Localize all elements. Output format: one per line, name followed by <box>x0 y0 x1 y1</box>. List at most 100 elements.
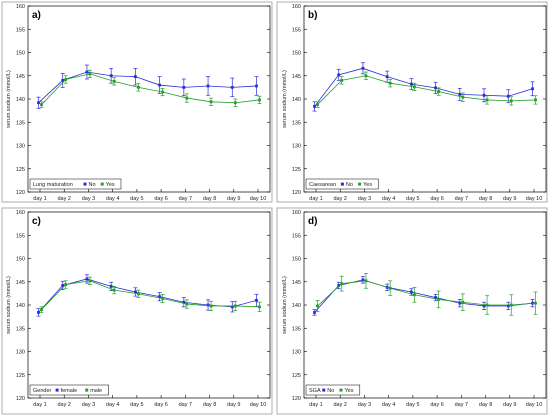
data-point <box>340 79 344 82</box>
x-tick-label: day 9 <box>503 196 516 202</box>
data-point <box>388 286 392 290</box>
legend-marker <box>83 182 87 186</box>
data-point <box>409 290 413 294</box>
data-point <box>316 103 319 106</box>
y-tick-label: 140 <box>292 97 301 103</box>
x-tick-label: day 3 <box>358 196 371 202</box>
data-point <box>85 277 89 281</box>
data-point <box>209 100 213 104</box>
data-point <box>534 301 537 305</box>
data-point <box>64 78 68 81</box>
legend-marker <box>340 182 344 186</box>
x-tick-label: day 7 <box>455 402 468 408</box>
x-tick-label: day 2 <box>57 196 70 202</box>
legend-entry: male <box>90 388 102 394</box>
x-tick-label: day 1 <box>309 402 322 408</box>
plot-area <box>303 5 547 193</box>
legend-entry: female <box>61 388 78 394</box>
legend-box <box>29 178 122 190</box>
chart-panel-4: d) 120 125 130 135 140 145 150 155 160 serum sodiu… <box>276 207 548 415</box>
x-tick-label: day 8 <box>479 196 492 202</box>
data-point <box>258 305 261 309</box>
series-Yes <box>315 273 538 316</box>
data-point <box>88 279 92 283</box>
legend-marker <box>322 388 326 392</box>
data-point <box>412 293 416 297</box>
x-tick-label: day 9 <box>503 402 516 408</box>
data-point <box>255 298 258 302</box>
legend: Lung maturation No Yes <box>29 178 122 190</box>
x-tick-label: day 10 <box>526 196 543 202</box>
data-point <box>412 85 416 89</box>
series-line <box>317 75 536 105</box>
data-point <box>161 297 165 300</box>
y-tick-label: 130 <box>292 144 301 150</box>
panel-label: c) <box>32 216 41 227</box>
data-point <box>437 90 441 93</box>
legend-entry: No <box>327 388 334 394</box>
legend: Caesarean No Yes <box>305 178 379 190</box>
data-point <box>61 79 65 82</box>
legend-entry: Yes <box>363 182 372 188</box>
data-point <box>340 282 344 286</box>
y-tick-label: 125 <box>292 167 301 173</box>
x-tick-label: day 5 <box>406 402 419 408</box>
data-point <box>182 300 186 304</box>
x-tick-label: day 7 <box>179 196 192 202</box>
y-tick-label: 125 <box>16 167 25 173</box>
panel-frame <box>276 1 548 203</box>
data-point <box>161 90 165 94</box>
legend: Gender female male <box>29 384 109 396</box>
y-tick-label: 145 <box>292 74 301 80</box>
data-point <box>482 304 486 308</box>
data-point <box>485 303 489 307</box>
y-tick-label: 160 <box>292 210 301 216</box>
legend-title: SGA <box>309 388 321 394</box>
legend-entry: Yes <box>106 182 115 188</box>
y-tick-label: 130 <box>292 350 301 356</box>
y-tick-label: 135 <box>16 120 25 126</box>
x-tick-label: day 9 <box>227 196 240 202</box>
data-point <box>458 92 462 96</box>
y-axis-label: serum sodium (mmol/L) <box>6 276 12 334</box>
x-tick-label: day 10 <box>250 196 267 202</box>
data-point <box>534 98 537 102</box>
legend-marker <box>85 388 89 392</box>
data-point <box>133 75 137 79</box>
data-point <box>85 70 89 74</box>
x-tick-label: day 5 <box>406 196 419 202</box>
plot-area <box>27 211 271 399</box>
x-tick-label: day 6 <box>430 196 443 202</box>
data-point <box>388 81 392 85</box>
y-tick-label: 150 <box>16 51 25 57</box>
data-point <box>37 311 40 314</box>
data-point <box>158 295 162 299</box>
legend-marker <box>339 388 343 392</box>
legend-entry: No <box>346 182 353 188</box>
x-tick-label: day 8 <box>203 402 216 408</box>
data-point <box>233 101 237 105</box>
data-point <box>230 305 234 309</box>
legend-title: Lung maturation <box>33 182 73 188</box>
data-point <box>185 302 189 306</box>
legend-title: Caesarean <box>309 182 336 188</box>
x-tick-label: day 2 <box>333 402 346 408</box>
y-tick-label: 150 <box>292 257 301 263</box>
legend-title: Gender <box>33 388 52 394</box>
data-point <box>361 278 365 282</box>
data-point <box>385 75 389 79</box>
data-point <box>313 311 316 314</box>
panel-label: b) <box>308 10 317 21</box>
series-line <box>38 71 257 104</box>
x-tick-label: day 2 <box>57 402 70 408</box>
legend-marker <box>55 388 59 392</box>
y-tick-label: 135 <box>292 120 301 126</box>
x-tick-label: day 1 <box>33 402 46 408</box>
data-point <box>509 303 513 307</box>
y-tick-label: 135 <box>292 326 301 332</box>
y-tick-label: 160 <box>16 4 25 10</box>
x-tick-label: day 4 <box>106 402 119 408</box>
series-Yes <box>315 71 538 108</box>
x-tick-label: day 3 <box>82 196 95 202</box>
data-point <box>434 296 438 299</box>
